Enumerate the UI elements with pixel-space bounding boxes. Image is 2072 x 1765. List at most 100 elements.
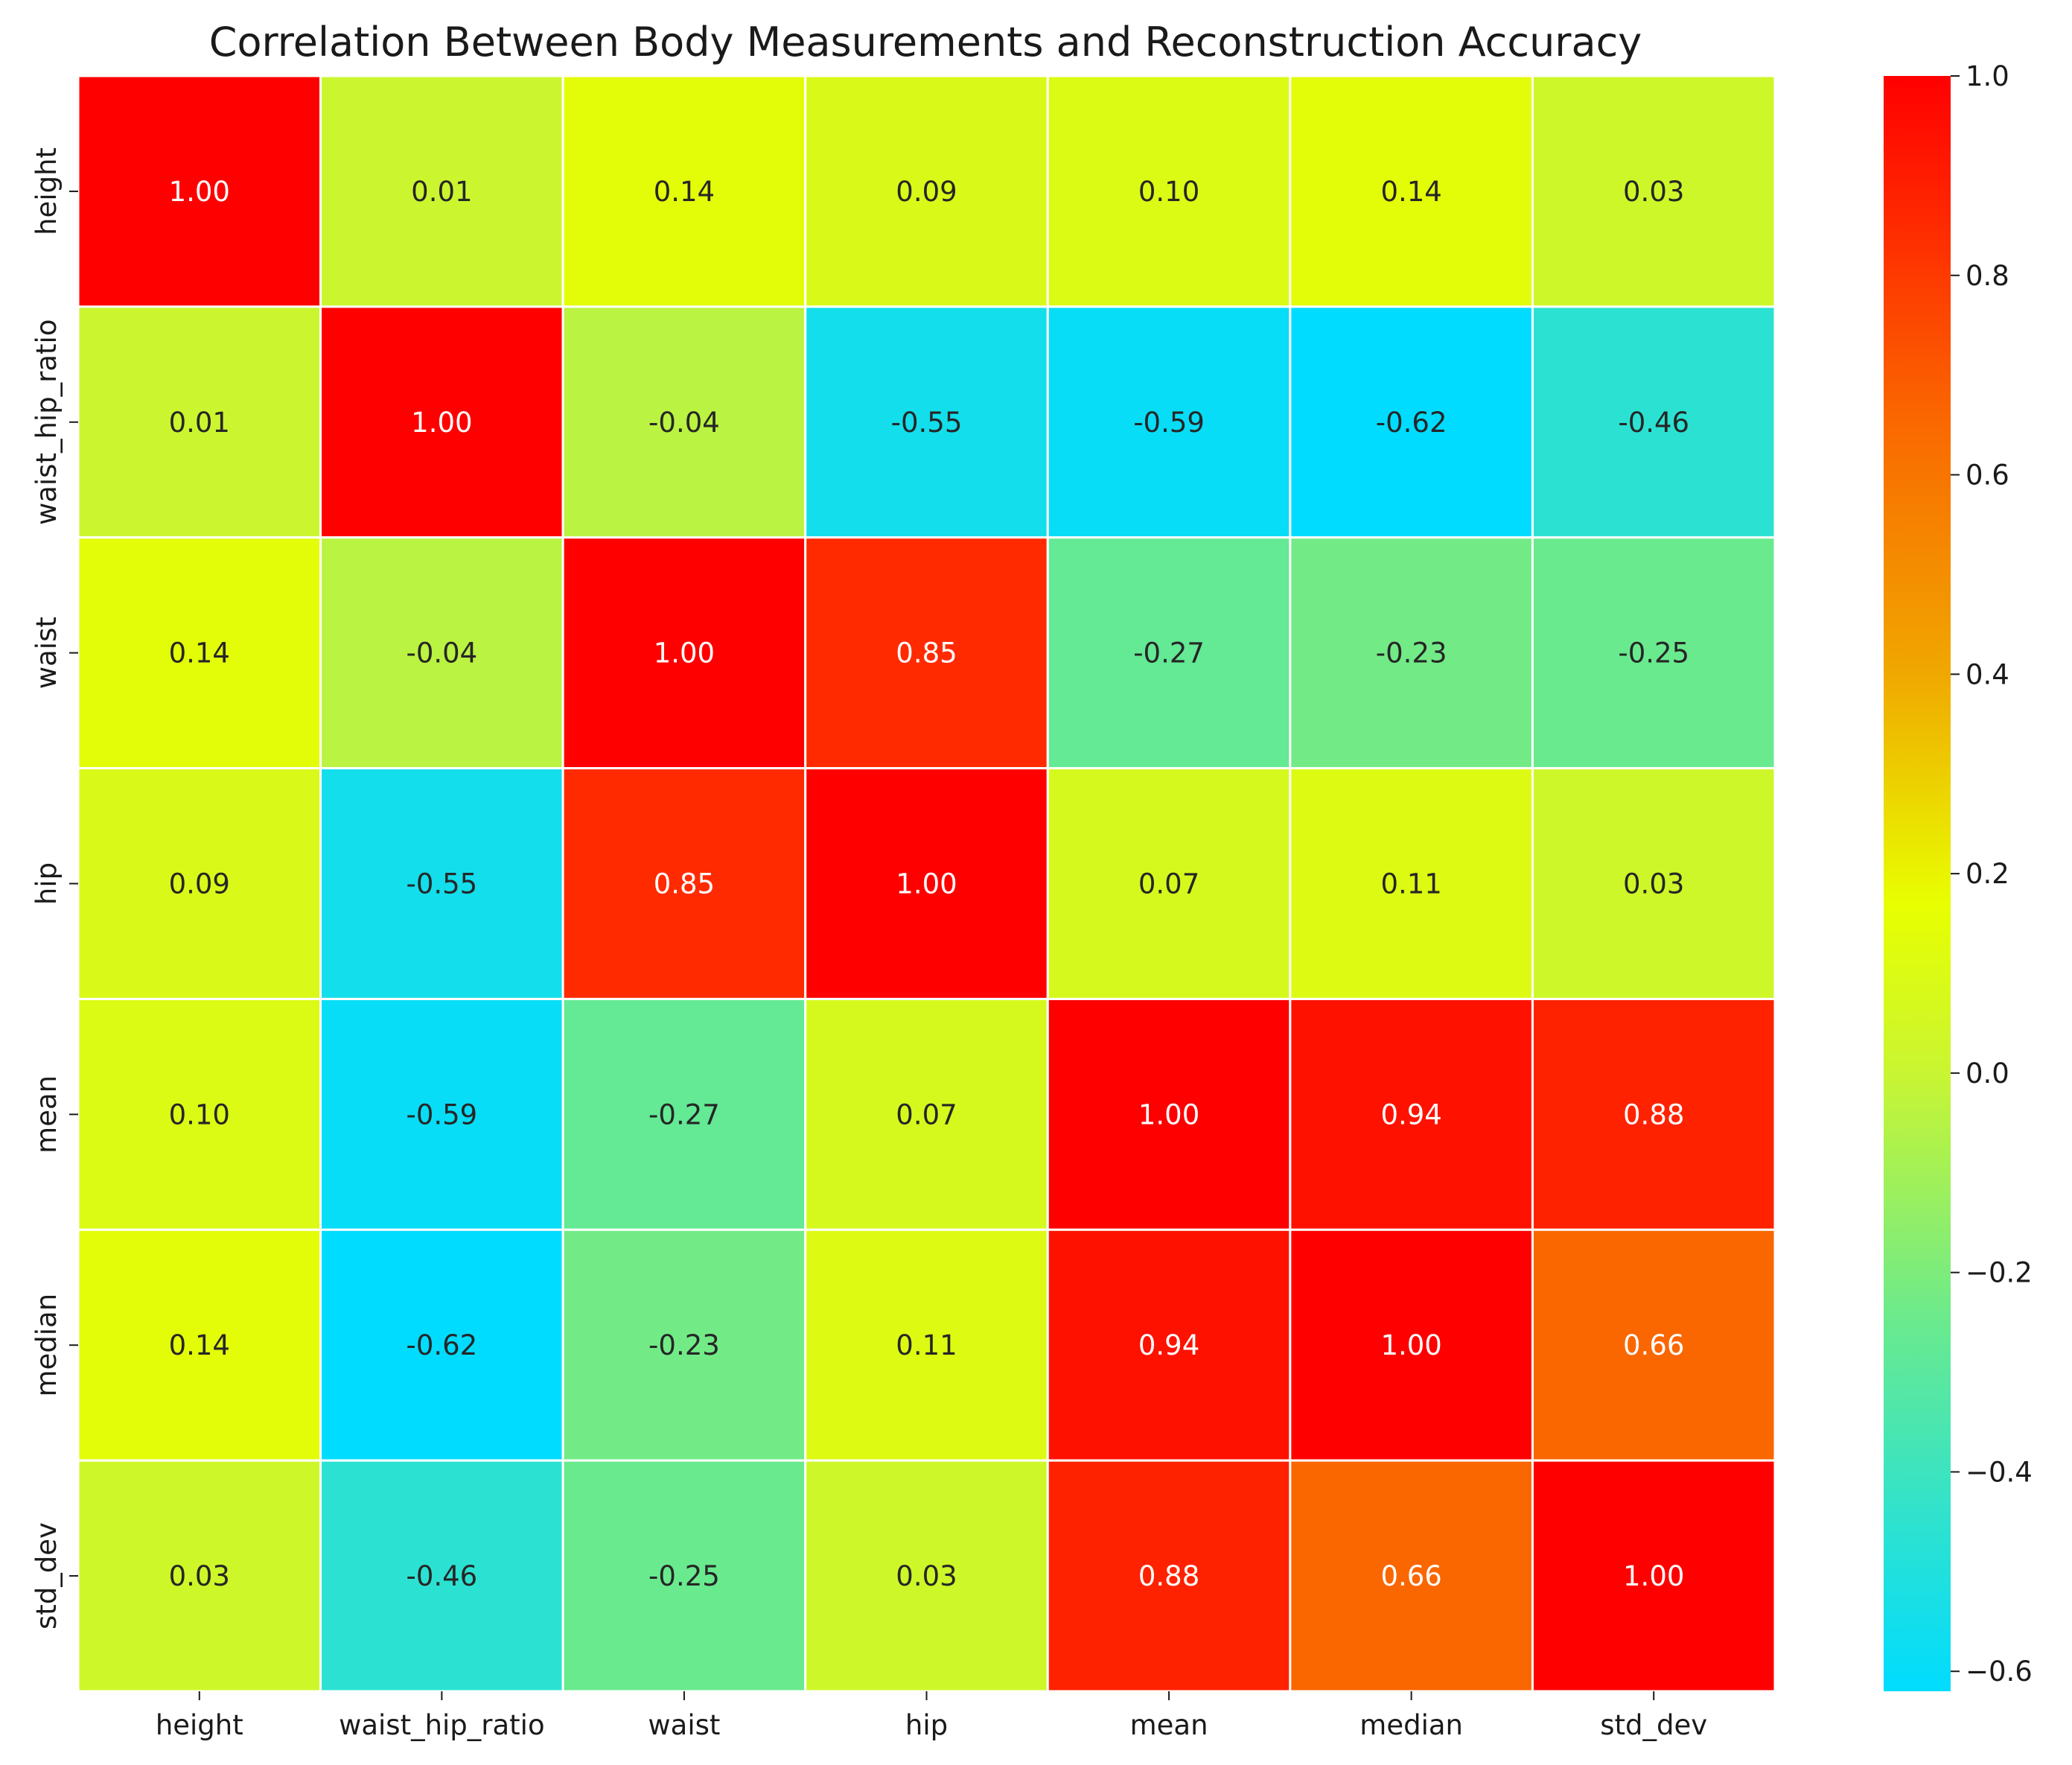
heatmap-cell-hip-median [1289,767,1534,1000]
cell-value-label: 1.00 [169,176,230,208]
cell-value-label: 0.03 [896,1560,957,1592]
cell-value-label: 0.09 [896,176,957,208]
colorbar-tick-label: 0.4 [1966,658,2009,690]
cell-value-label: -0.62 [1376,407,1447,439]
column-label-std_dev: std_dev [1600,1709,1707,1741]
colorbar-tick-label: −0.6 [1966,1656,2033,1688]
heatmap-cell-std_dev-height [77,1459,322,1693]
heatmap-cell-waist_hip_ratio-waist [561,305,807,539]
row-label-waist: waist [31,617,63,689]
cell-value-label: 0.03 [169,1560,230,1592]
heatmap-cell-waist-height [77,536,322,770]
cell-value-label: 0.03 [1623,176,1684,208]
column-label-waist: waist [648,1709,720,1741]
cell-value-label: 0.01 [169,407,230,439]
cell-value-label: 0.10 [1138,176,1199,208]
heatmap-cell-median-hip [804,1228,1049,1462]
cell-value-label: 0.14 [169,1329,230,1361]
heatmap-cell-median-std_dev [1531,1228,1776,1462]
cell-value-label: 1.00 [1380,1329,1441,1361]
cell-value-label: -0.23 [648,1329,720,1361]
cell-value-label: -0.55 [891,407,963,439]
heatmap-cell-hip-height [77,767,322,1000]
heatmap-cell-height-mean [1046,74,1292,308]
cell-value-label: 0.88 [1138,1560,1199,1592]
heatmap-cell-hip-hip [804,767,1049,1000]
heatmap-cell-median-waist [561,1228,807,1462]
colorbar-tick-label: −0.4 [1966,1456,2033,1488]
colorbar-tick-label: 1.0 [1966,60,2009,92]
colorbar-tick-label: 0.6 [1966,459,2009,492]
column-label-waist_hip_ratio: waist_hip_ratio [339,1709,545,1741]
heatmap-cell-hip-std_dev [1531,767,1776,1000]
heatmap-cell-mean-height [77,997,322,1231]
cell-value-label: -0.46 [406,1560,477,1592]
heatmap-cell-waist_hip_ratio-median [1289,305,1534,539]
cell-value-label: 0.07 [1138,868,1199,900]
cell-value-label: 1.00 [654,637,715,670]
cell-value-label: -0.04 [648,407,720,439]
cell-value-label: 0.07 [896,1098,957,1130]
heatmap-cell-height-height [77,74,322,308]
heatmap-cell-std_dev-median [1289,1459,1534,1693]
heatmap-cell-std_dev-waist [561,1459,807,1693]
cell-value-label: 1.00 [411,407,472,439]
column-labels: height waist_hip_ratio waist hip mean median s… [156,1691,1707,1741]
heatmap-cell-height-waist_hip_ratio [319,74,564,308]
cell-value-label: -0.59 [406,1098,477,1130]
row-label-std_dev: std_dev [31,1522,63,1629]
cell-value-label: -0.59 [1133,407,1205,439]
row-label-hip: hip [31,862,63,905]
cell-value-label: -0.46 [1618,407,1689,439]
colorbar-gradient [1884,76,1951,1691]
column-label-height: height [156,1709,243,1741]
heatmap-cell-waist-hip [804,536,1049,770]
column-label-median: median [1359,1709,1463,1741]
cell-value-label: -0.04 [406,637,477,670]
cell-value-label: -0.27 [1133,637,1205,670]
heatmap-cell-height-median [1289,74,1534,308]
colorbar-tick-label: −0.2 [1966,1257,2033,1289]
cell-value-label: 0.03 [1623,868,1684,900]
column-label-hip: hip [905,1709,948,1741]
cell-value-label: -0.25 [1618,637,1689,670]
cell-value-label: 0.11 [1380,868,1441,900]
cell-value-label: 0.14 [654,176,715,208]
cell-value-label: 0.94 [1380,1098,1441,1130]
heatmap-cell-waist-median [1289,536,1534,770]
cell-value-label: 0.14 [1380,176,1441,208]
heatmap-cell-height-hip [804,74,1049,308]
heatmap-cell-std_dev-mean [1046,1459,1292,1693]
heatmap-cell-waist-std_dev [1531,536,1776,770]
cell-value-label: 0.94 [1138,1329,1199,1361]
cell-value-label: 0.01 [411,176,472,208]
heatmap-cells: 1.00 0.01 0.14 0.09 0.10 0.14 0.03 0.01 1.00 -0.0… [77,74,1776,1693]
row-label-median: median [31,1294,63,1397]
cell-value-label: -0.27 [648,1098,720,1130]
heatmap-cell-waist_hip_ratio-height [77,305,322,539]
heatmap-cell-waist-waist [561,536,807,770]
cell-value-label: 0.66 [1623,1329,1684,1361]
chart-title: Correlation Between Body Measurements an… [209,19,1642,66]
cell-value-label: -0.25 [648,1560,720,1592]
colorbar-tick-label: 0.8 [1966,260,2009,292]
cell-value-label: -0.62 [406,1329,477,1361]
cell-value-label: 0.88 [1623,1098,1684,1130]
heatmap-cell-median-mean [1046,1228,1292,1462]
heatmap-cell-median-waist_hip_ratio [319,1228,564,1462]
cell-value-label: -0.55 [406,868,477,900]
cell-value-label: 0.10 [169,1098,230,1130]
heatmap-cell-median-height [77,1228,322,1462]
heatmap-cell-waist_hip_ratio-std_dev [1531,305,1776,539]
heatmap-cell-mean-std_dev [1531,997,1776,1231]
row-label-waist_hip_ratio: waist_hip_ratio [31,319,63,526]
heatmap-cell-mean-waist [561,997,807,1231]
heatmap-cell-hip-waist_hip_ratio [319,767,564,1000]
row-label-mean: mean [31,1075,63,1154]
heatmap-cell-height-waist [561,74,807,308]
cell-value-label: 0.09 [169,868,230,900]
heatmap-cell-waist-waist_hip_ratio [319,536,564,770]
cell-value-label: 1.00 [896,868,957,900]
